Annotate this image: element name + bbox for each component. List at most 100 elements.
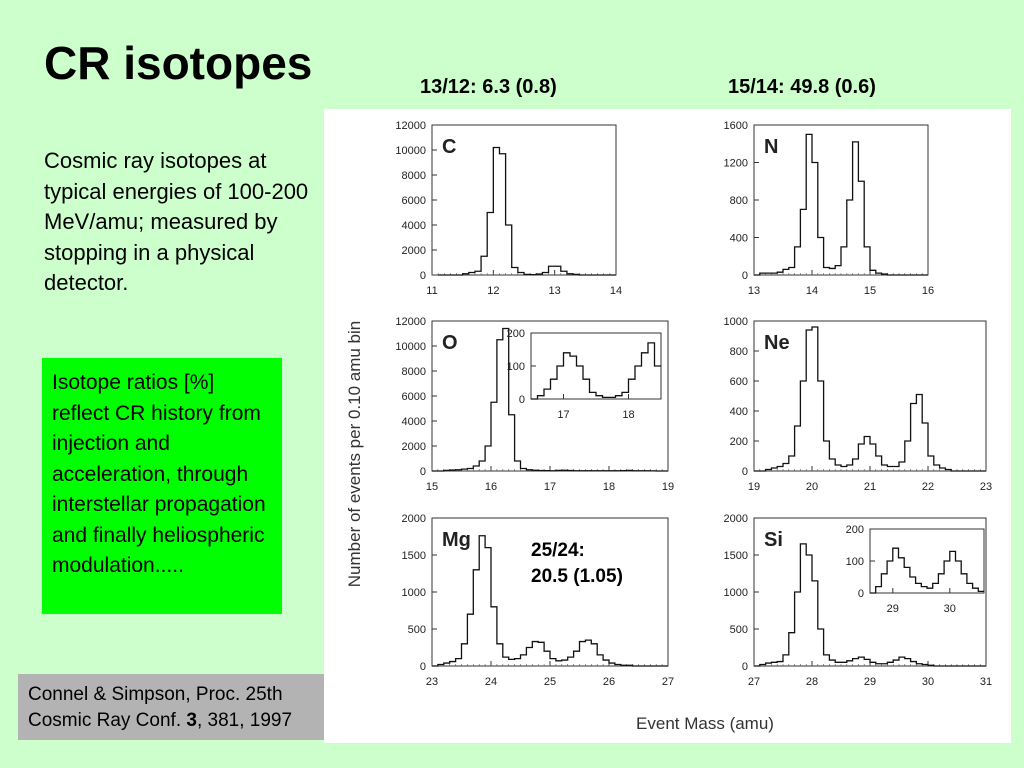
panel-c-ytick-label: 10000 xyxy=(395,145,426,157)
panel-o-ytick-label: 2000 xyxy=(402,441,426,453)
panel-n-xtick-label: 16 xyxy=(922,285,934,297)
panel-mg-histogram-series xyxy=(432,535,668,667)
panel-o-xtick-label: 18 xyxy=(603,481,615,493)
citation-line-2: Cosmic Ray Conf. 3, 381, 1997 xyxy=(28,708,357,734)
panel-n-xtick-label: 13 xyxy=(748,285,760,297)
panel-o-ytick-label: 12000 xyxy=(395,316,426,328)
panel-ne-xtick-label: 20 xyxy=(806,481,818,493)
panel-mg-ytick-label: 0 xyxy=(420,661,426,673)
panel-n-xtick-label: 14 xyxy=(806,285,818,297)
panel-si-ytick-label: 0 xyxy=(742,661,748,673)
panel-o-element-label: O xyxy=(442,332,458,354)
panel-c-xtick-label: 12 xyxy=(487,285,499,297)
panel-o-inset-xtick-label: 18 xyxy=(622,409,634,421)
panel-ne-element-label: Ne xyxy=(764,332,790,354)
panel-o-xtick-label: 19 xyxy=(662,481,674,493)
panel-n-ytick-label: 1200 xyxy=(724,158,748,170)
panel-c-xtick-label: 14 xyxy=(610,285,622,297)
panel-ne-ytick-label: 600 xyxy=(730,376,748,388)
panel-mg-xtick-label: 26 xyxy=(603,676,615,688)
panel-ne-xtick-label: 19 xyxy=(748,481,760,493)
panel-o-inset-xtick-label: 17 xyxy=(557,409,569,421)
mg-ratio-label: 25/24: xyxy=(531,540,585,561)
panel-n-histogram-series xyxy=(754,133,928,276)
panel-o-ytick-label: 4000 xyxy=(402,416,426,428)
mg-ratio-annotation: 25/24: 20.5 (1.05) xyxy=(531,538,623,590)
y-axis-label: Number of events per 0.10 amu bin xyxy=(345,321,364,587)
panel-si-inset-ytick-label: 0 xyxy=(858,588,864,600)
panel-c-histogram-series xyxy=(438,146,616,276)
panel-si-inset-ytick-label: 200 xyxy=(846,524,864,536)
panel-o-xtick-label: 17 xyxy=(544,481,556,493)
panel-n-ytick-label: 1600 xyxy=(724,120,748,132)
panel-si-histogram-series xyxy=(754,543,986,667)
panel-si-xtick-label: 31 xyxy=(980,676,992,688)
panel-o-inset-histogram-series xyxy=(531,342,661,400)
panel-n-ytick-label: 0 xyxy=(742,270,748,282)
panel-ne-histogram-series xyxy=(754,326,986,472)
x-axis-label: Event Mass (amu) xyxy=(636,714,774,733)
isotope-ratio-note: Isotope ratios [%] reflect CR history fr… xyxy=(42,358,282,614)
panel-si-inset-histogram-series xyxy=(870,547,984,594)
panel-mg-ytick-label: 1000 xyxy=(402,587,426,599)
panel-c-element-label: C xyxy=(442,136,456,158)
panel-si-ytick-label: 1000 xyxy=(724,587,748,599)
panel-mg-ytick-label: 1500 xyxy=(402,550,426,562)
panel-si-inset-ytick-label: 100 xyxy=(846,556,864,568)
panel-mg-element-label: Mg xyxy=(442,529,471,551)
slide-title: CR isotopes xyxy=(44,37,313,89)
panel-o-inset-ytick-label: 200 xyxy=(507,328,525,340)
panel-si-ytick-label: 2000 xyxy=(724,513,748,525)
panel-si-xtick-label: 27 xyxy=(748,676,760,688)
panel-mg-xtick-label: 24 xyxy=(485,676,497,688)
panel-n-ytick-label: 800 xyxy=(730,195,748,207)
panel-ne-ytick-label: 800 xyxy=(730,346,748,358)
mg-ratio-value: 20.5 (1.05) xyxy=(531,566,623,587)
panel-c-ytick-label: 8000 xyxy=(402,170,426,182)
citation-line-1: Connel & Simpson, Proc. 25th xyxy=(28,684,283,705)
panel-n-ytick-label: 400 xyxy=(730,233,748,245)
panel-si-ytick-label: 500 xyxy=(730,624,748,636)
panel-c-xtick-label: 11 xyxy=(426,285,437,297)
panel-ne-ytick-label: 400 xyxy=(730,406,748,418)
panel-ne-xtick-label: 22 xyxy=(922,481,934,493)
panel-o-ytick-label: 6000 xyxy=(402,391,426,403)
panel-o-inset-ytick-label: 100 xyxy=(507,361,525,373)
panel-si-element-label: Si xyxy=(764,529,783,551)
panel-o-ytick-label: 10000 xyxy=(395,341,426,353)
panel-c-ytick-label: 12000 xyxy=(395,120,426,132)
panel-ne-xtick-label: 21 xyxy=(864,481,876,493)
panel-o-ytick-label: 8000 xyxy=(402,366,426,378)
panel-mg-xtick-label: 25 xyxy=(544,676,556,688)
panel-ne-ytick-label: 0 xyxy=(742,466,748,478)
panel-si-xtick-label: 29 xyxy=(864,676,876,688)
panel-o-xtick-label: 15 xyxy=(426,481,438,493)
panel-c-ytick-label: 6000 xyxy=(402,195,426,207)
panel-o-inset-ytick-label: 0 xyxy=(519,394,525,406)
panel-ne-ytick-label: 1000 xyxy=(724,316,748,328)
panel-c-ytick-label: 4000 xyxy=(402,220,426,232)
panel-n-element-label: N xyxy=(764,136,778,158)
panel-c-ytick-label: 2000 xyxy=(402,245,426,257)
panel-o-histogram-series xyxy=(432,327,668,472)
citation-box: Connel & Simpson, Proc. 25th Cosmic Ray … xyxy=(18,674,367,740)
panel-n-xtick-label: 15 xyxy=(864,285,876,297)
panel-mg-xtick-label: 27 xyxy=(662,676,674,688)
panel-si-inset-xtick-label: 30 xyxy=(944,603,956,615)
panel-mg-ytick-label: 500 xyxy=(408,624,426,636)
panel-si-inset-xtick-label: 29 xyxy=(887,603,899,615)
citation-volume: 3 xyxy=(186,710,197,731)
description-text: Cosmic ray isotopes at typical energies … xyxy=(44,148,309,295)
citation-pages: , 381, 1997 xyxy=(196,710,293,731)
panel-si-xtick-label: 28 xyxy=(806,676,818,688)
panel-c-xtick-label: 13 xyxy=(549,285,561,297)
panel-mg-ytick-label: 2000 xyxy=(402,513,426,525)
nitrogen-ratio-label: 15/14: 49.8 (0.6) xyxy=(728,76,876,98)
citation-journal: Cosmic Ray Conf. xyxy=(28,710,187,731)
panel-si-xtick-label: 30 xyxy=(922,676,934,688)
panel-ne-ytick-label: 200 xyxy=(730,436,748,448)
panel-o-xtick-label: 16 xyxy=(485,481,497,493)
panel-ne-xtick-label: 23 xyxy=(980,481,992,493)
panel-c-ytick-label: 0 xyxy=(420,270,426,282)
